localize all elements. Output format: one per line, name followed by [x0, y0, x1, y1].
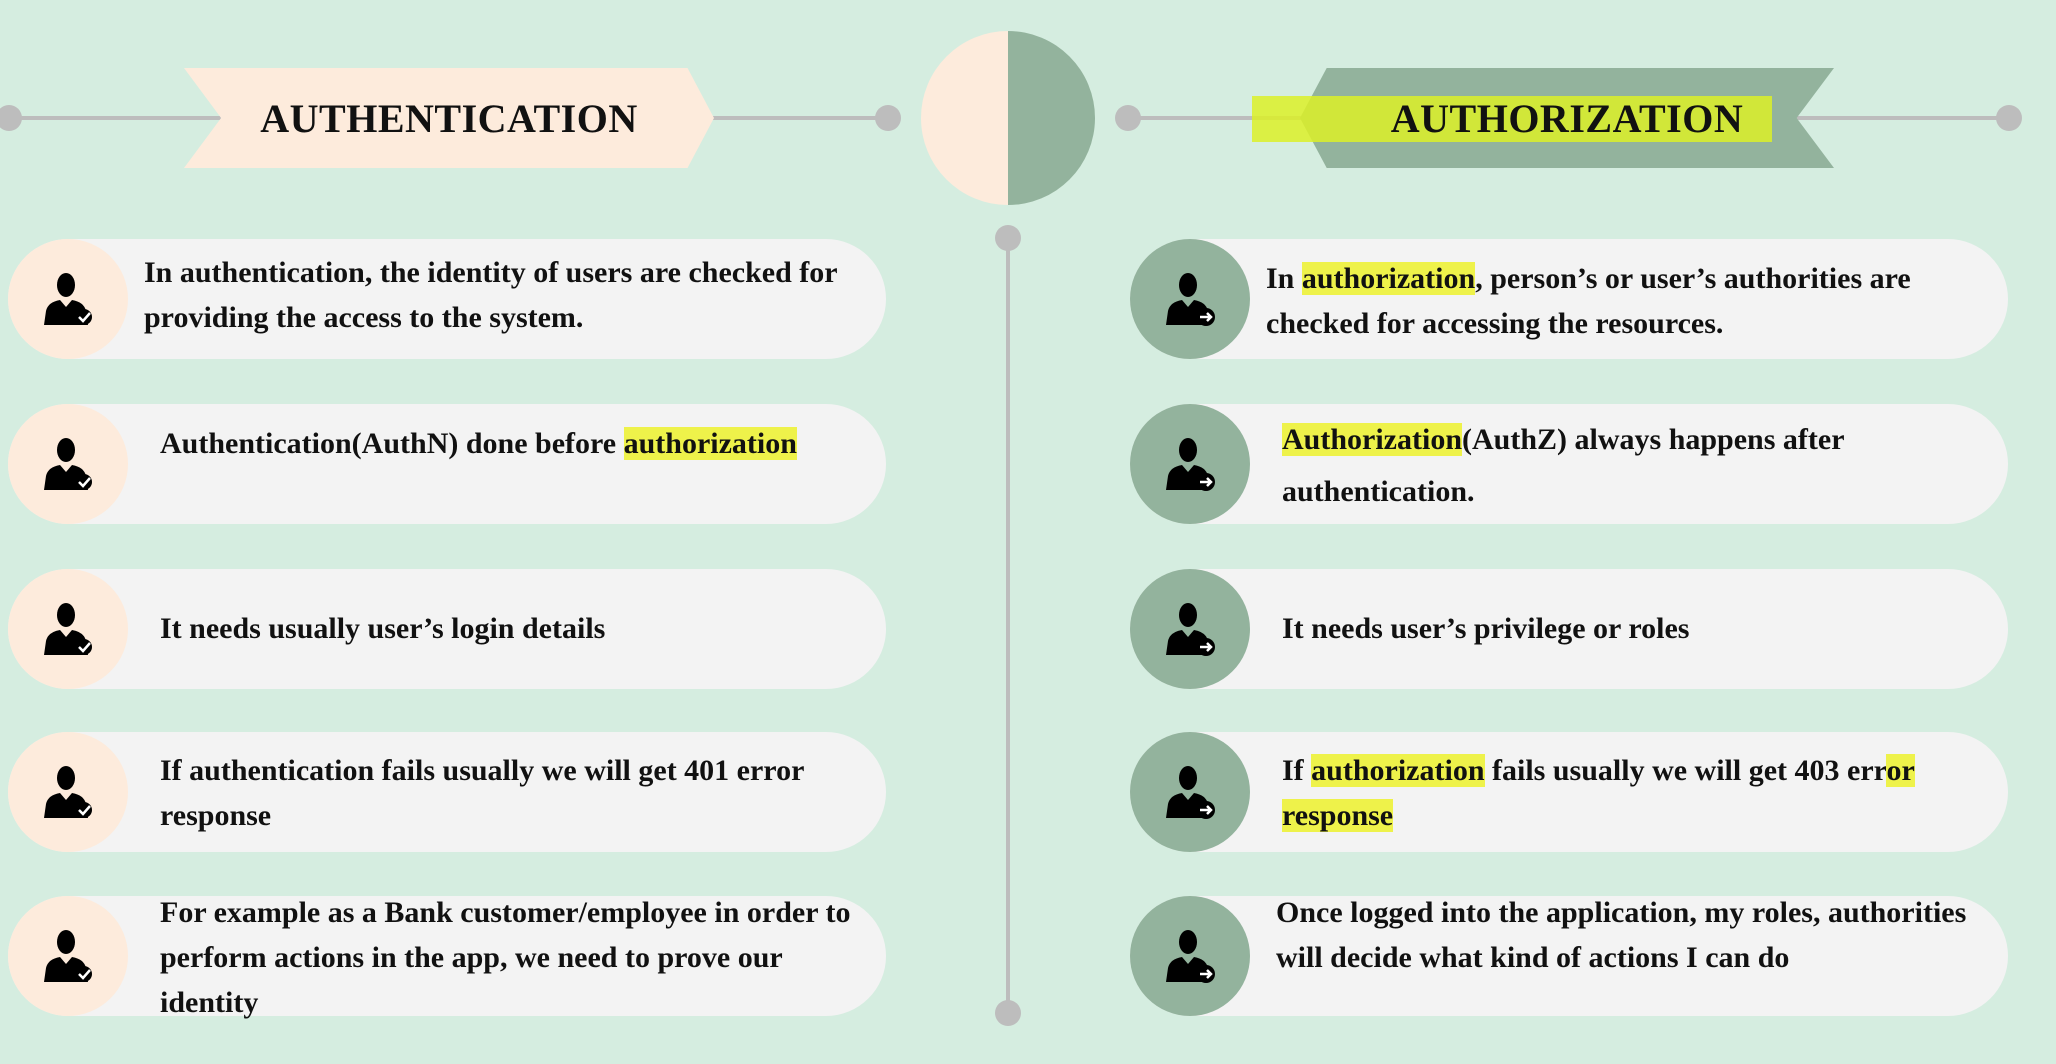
right-row-2-text: Authorization(AuthZ) always happens afte… — [1282, 423, 1844, 508]
right-row-1-text: In authorization, person’s or user’s aut… — [1266, 262, 1911, 340]
right-top-line-end-dot — [1996, 105, 2022, 131]
right-row-3-text: It needs user’s privilege or roles — [1282, 612, 1690, 645]
left-row-3 — [8, 569, 886, 689]
right-row-5-text: Once logged into the application, my rol… — [1276, 896, 1967, 974]
center-vertical-line — [1006, 238, 1010, 1013]
right-row-4-icon-circle — [1130, 732, 1250, 852]
right-row-5-icon-circle — [1130, 896, 1250, 1016]
user-check-icon — [44, 273, 92, 325]
user-check-icon — [44, 930, 92, 982]
left-row-3-text: It needs usually user’s login details — [160, 612, 606, 645]
left-top-line-start-dot — [0, 105, 22, 131]
user-check-icon — [44, 438, 92, 490]
left-row-2-text: Authentication(AuthN) done before author… — [160, 427, 797, 460]
left-row-3-icon-circle — [8, 569, 128, 689]
left-row-1 — [8, 239, 886, 359]
user-check-icon — [44, 766, 92, 818]
left-row-4 — [8, 732, 886, 852]
right-row-4-highlight: authorization — [1311, 754, 1485, 787]
right-top-line-start-dot — [1115, 105, 1141, 131]
left-top-line-end-dot — [875, 105, 901, 131]
center-split-circle — [921, 31, 1095, 205]
right-row-1 — [1130, 239, 2008, 359]
left-row-2-icon-circle — [8, 404, 128, 524]
user-check-icon — [44, 603, 92, 655]
authorization-title-highlight — [1252, 96, 1772, 142]
authorization-banner-text: AUTHORIZATION — [1300, 68, 1834, 168]
right-row-5 — [1130, 896, 2008, 1016]
center-line-top-dot — [995, 225, 1021, 251]
left-row-2 — [8, 404, 886, 524]
right-row-2-highlight: Authorization — [1282, 423, 1462, 456]
left-row-1-text: In authentication, the identity of users… — [144, 256, 838, 334]
left-row-2-highlight: authorization — [623, 427, 797, 460]
left-row-1-icon-circle — [8, 239, 128, 359]
authorization-title: AUTHORIZATION — [1390, 95, 1744, 141]
left-row-4-text: If authentication fails usually we will … — [160, 754, 804, 832]
authentication-title: AUTHENTICATION — [260, 95, 638, 141]
right-row-4 — [1130, 732, 2008, 852]
center-line-bottom-dot — [995, 1000, 1021, 1026]
left-row-5-text: For example as a Bank customer/employee … — [160, 896, 851, 1019]
right-row-4-text: If authorization fails usually we will g… — [1282, 754, 1915, 832]
right-row-3 — [1130, 569, 2008, 689]
right-row-2 — [1130, 404, 2008, 524]
user-arrow-icon — [1166, 438, 1215, 491]
user-arrow-icon — [1166, 603, 1215, 656]
user-arrow-icon — [1166, 930, 1215, 983]
user-arrow-icon — [1166, 766, 1215, 819]
left-row-5-icon-circle — [8, 896, 128, 1016]
right-row-2-icon-circle — [1130, 404, 1250, 524]
right-row-1-highlight: authorization — [1301, 262, 1476, 295]
right-row-3-icon-circle — [1130, 569, 1250, 689]
left-row-4-icon-circle — [8, 732, 128, 852]
authentication-banner: AUTHENTICATION — [184, 68, 714, 168]
left-row-5 — [8, 896, 886, 1016]
user-arrow-icon — [1166, 273, 1215, 326]
right-row-1-icon-circle — [1130, 239, 1250, 359]
